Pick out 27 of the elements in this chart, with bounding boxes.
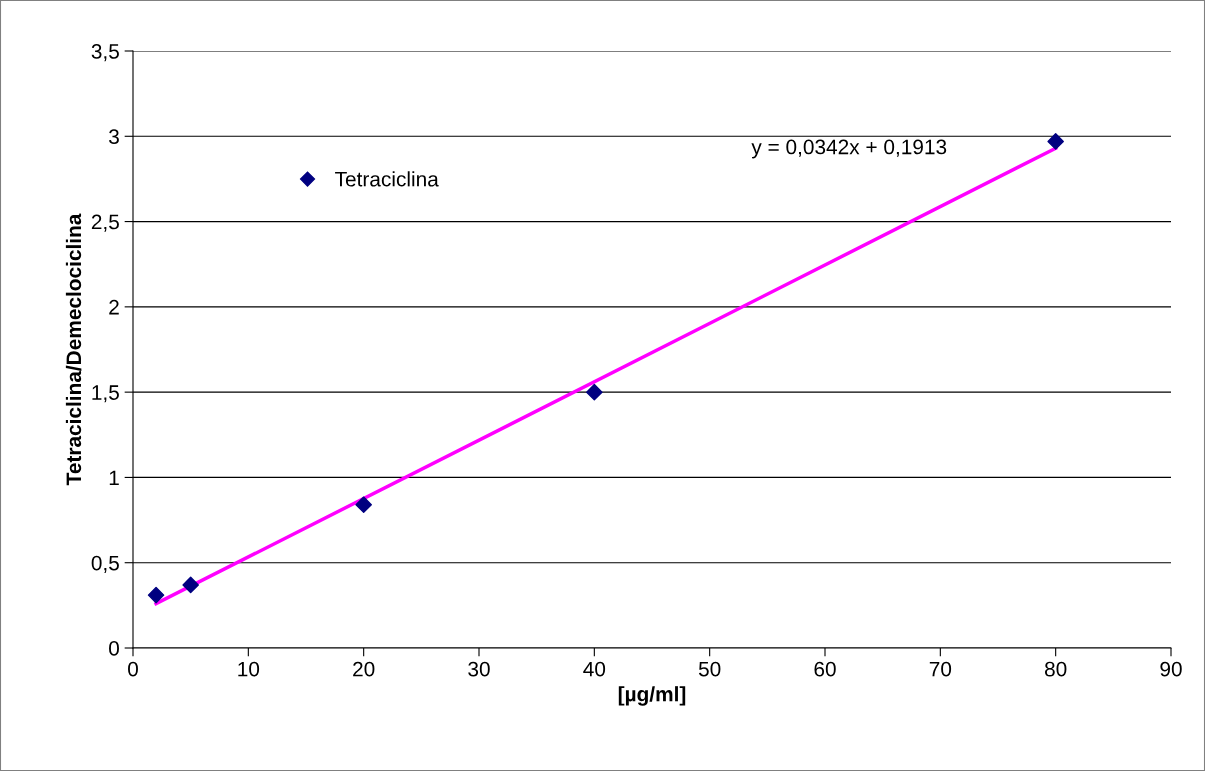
x-tick-label: 80 [1044, 661, 1067, 677]
x-tick-label: 70 [929, 661, 952, 677]
y-tick-label: 0,5 [91, 555, 119, 573]
y-tick-label: 3,5 [91, 44, 119, 62]
point [1047, 133, 1064, 150]
y-tick-label: 3 [109, 129, 119, 145]
y-tick-label: 1,5 [92, 385, 119, 403]
y-tick-label: 0 [109, 641, 119, 656]
point [182, 576, 199, 594]
x-tick-label: 90 [1160, 661, 1182, 677]
y-tick-label: 2 [109, 299, 119, 315]
x-tick-label: 10 [238, 661, 260, 677]
x-tick-label: 30 [468, 661, 490, 677]
y-axis-title: Tetraciclina/Demeclociclina [65, 213, 82, 486]
point [147, 586, 165, 604]
x-axis-title: [µg/ml] [618, 686, 686, 706]
point [586, 383, 603, 401]
legend-label: Tetraciclina [335, 171, 439, 187]
x-tick-label: 20 [353, 661, 375, 677]
x-tick-label: 60 [814, 661, 836, 677]
y-tick-label: 2,5 [91, 214, 119, 232]
x-tick-label: 50 [698, 661, 721, 677]
point [355, 496, 372, 514]
x-tick-label: 40 [583, 661, 606, 677]
x-tick-label: 0 [128, 661, 138, 677]
annotation: y = 0,0342x + 0,1913 [751, 139, 947, 159]
y-tick-label: 1 [109, 470, 119, 485]
